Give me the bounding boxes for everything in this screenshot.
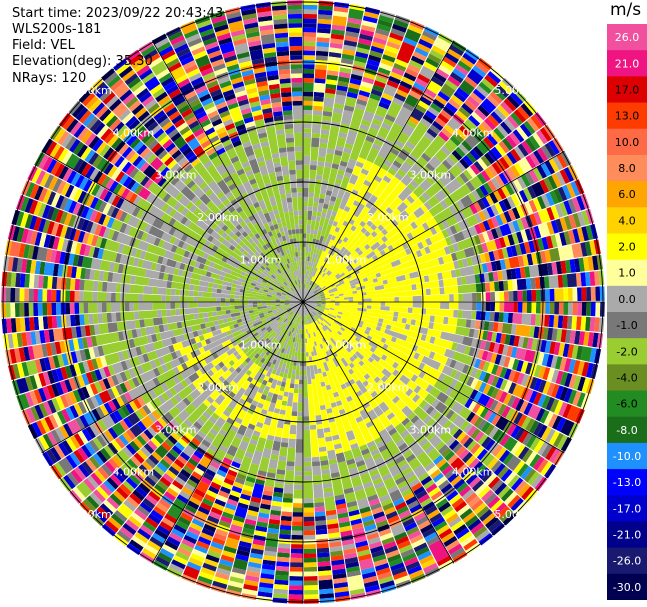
colorbar-tick-label: 26.0 — [615, 31, 640, 44]
colorbar-tick-label: 2.0 — [618, 241, 636, 254]
velocity-cell-group — [11, 4, 594, 585]
velocity-cell-group — [10, 5, 599, 599]
ring-label: 3.00km — [155, 169, 197, 182]
colorbar-swatch — [607, 390, 647, 418]
ring-label: 2.00km — [367, 381, 409, 394]
ring-label: 1.00km — [325, 254, 367, 267]
ring-label: 3.00km — [155, 423, 197, 436]
colorbar-swatch — [607, 233, 647, 261]
ring-label: 5.00km — [70, 508, 112, 521]
colorbar-swatch — [607, 102, 647, 130]
colorbar-tick-label: -4.0 — [616, 371, 637, 384]
colorbar-tick-label: 6.0 — [618, 188, 636, 201]
ring-label: 4.00km — [113, 466, 155, 479]
colorbar-swatch — [607, 364, 647, 392]
colorbar-tick-label: 0.0 — [618, 293, 636, 306]
nrays-label: NRays: 120 — [12, 71, 87, 86]
ring-label: 1.00km — [240, 254, 282, 267]
colorbar-swatch — [607, 442, 647, 470]
velocity-cell-group — [14, 5, 592, 576]
colorbar-tick-label: -8.0 — [616, 424, 637, 437]
colorbar-swatch — [607, 128, 647, 156]
ring-label: 1.00km — [240, 338, 282, 351]
range-ring-labels: 1.00km 1.00km 1.00km 1.00km 2.00km 2.00km 2.00… — [70, 84, 536, 521]
ring-label: 2.00km — [367, 211, 409, 224]
colorbar-swatch — [607, 181, 647, 208]
radial-line — [302, 150, 565, 303]
colorbar-swatch — [607, 495, 647, 522]
elevation-label: Elevation(deg): 35.30 — [12, 54, 153, 69]
colorbar-tick-label: 21.0 — [615, 57, 640, 70]
start-time-label: Start time: 2023/09/22 20:43:43 — [12, 6, 224, 21]
colorbar-swatch — [607, 312, 647, 339]
colorbar-tick-label: -10.0 — [613, 450, 641, 463]
colorbar: 26.0 21.0 17.0 13.0 10.0 8.0 6.0 4.0 2.0 1.0 0.0 -1… — [607, 24, 647, 600]
colorbar-tick-label: -2.0 — [616, 345, 637, 358]
field-label: Field: VEL — [12, 38, 75, 53]
radial-line — [302, 301, 565, 454]
ring-label: 3.00km — [409, 169, 451, 182]
colorbar-tick-label: 17.0 — [615, 83, 640, 96]
velocity-cell-group — [5, 0, 605, 599]
colorbar-tick-label: -30.0 — [613, 581, 641, 594]
colorbar-tick-label: 1.0 — [618, 267, 636, 280]
radial-line — [41, 301, 304, 454]
ring-label: 2.00km — [197, 381, 239, 394]
radial-line — [302, 40, 455, 303]
colorbar-swatch — [607, 24, 647, 51]
radial-line — [302, 301, 455, 564]
colorbar-tick-label: -6.0 — [616, 398, 637, 411]
colorbar-unit: m/s — [610, 0, 642, 20]
velocity-cell-group — [5, 9, 577, 589]
colorbar-swatch — [607, 469, 647, 496]
radial-line — [151, 301, 304, 564]
colorbar-swatch — [607, 521, 647, 549]
colorbar-swatch — [607, 76, 647, 104]
colorbar-swatch — [607, 50, 647, 77]
range-grid — [1, 0, 605, 604]
colorbar-tick-label: -26.0 — [613, 555, 641, 568]
colorbar-tick-label: 4.0 — [618, 214, 636, 227]
colorbar-tick-label: -13.0 — [613, 476, 641, 489]
ring-label: 4.00km — [452, 466, 494, 479]
radial-line — [41, 150, 304, 303]
ring-label: 5.00km — [494, 84, 536, 97]
ring-label: 2.00km — [197, 211, 239, 224]
ring-label: 3.00km — [409, 423, 451, 436]
ring-label: 5.00km — [70, 84, 112, 97]
colorbar-swatch — [607, 207, 647, 234]
colorbar-swatch — [607, 285, 647, 313]
velocity-cell-group — [16, 16, 602, 589]
radial-line — [151, 40, 304, 303]
ppi-velocity-chart: 1.00km 1.00km 1.00km 1.00km 2.00km 2.00km 2.00… — [1, 0, 605, 604]
colorbar-swatch — [607, 573, 647, 600]
colorbar-tick-label: -17.0 — [613, 502, 641, 515]
colorbar-tick-label: 13.0 — [615, 110, 640, 123]
colorbar-tick-label: 10.0 — [615, 136, 640, 149]
ring-label: 4.00km — [113, 126, 155, 139]
ring-label: 5.00km — [494, 508, 536, 521]
colorbar-tick-label: 8.0 — [618, 162, 636, 175]
colorbar-tick-label: -21.0 — [613, 529, 641, 542]
colorbar-swatch — [607, 547, 647, 575]
colorbar-swatch — [607, 259, 647, 287]
colorbar-swatch — [607, 416, 647, 444]
colorbar-swatch — [607, 154, 647, 182]
colorbar-swatch — [607, 338, 647, 365]
ring-label: 4.00km — [452, 126, 494, 139]
device-label: WLS200s-181 — [12, 22, 102, 37]
ring-label: 1.00km — [325, 338, 367, 351]
colorbar-tick-label: -1.0 — [616, 319, 637, 332]
